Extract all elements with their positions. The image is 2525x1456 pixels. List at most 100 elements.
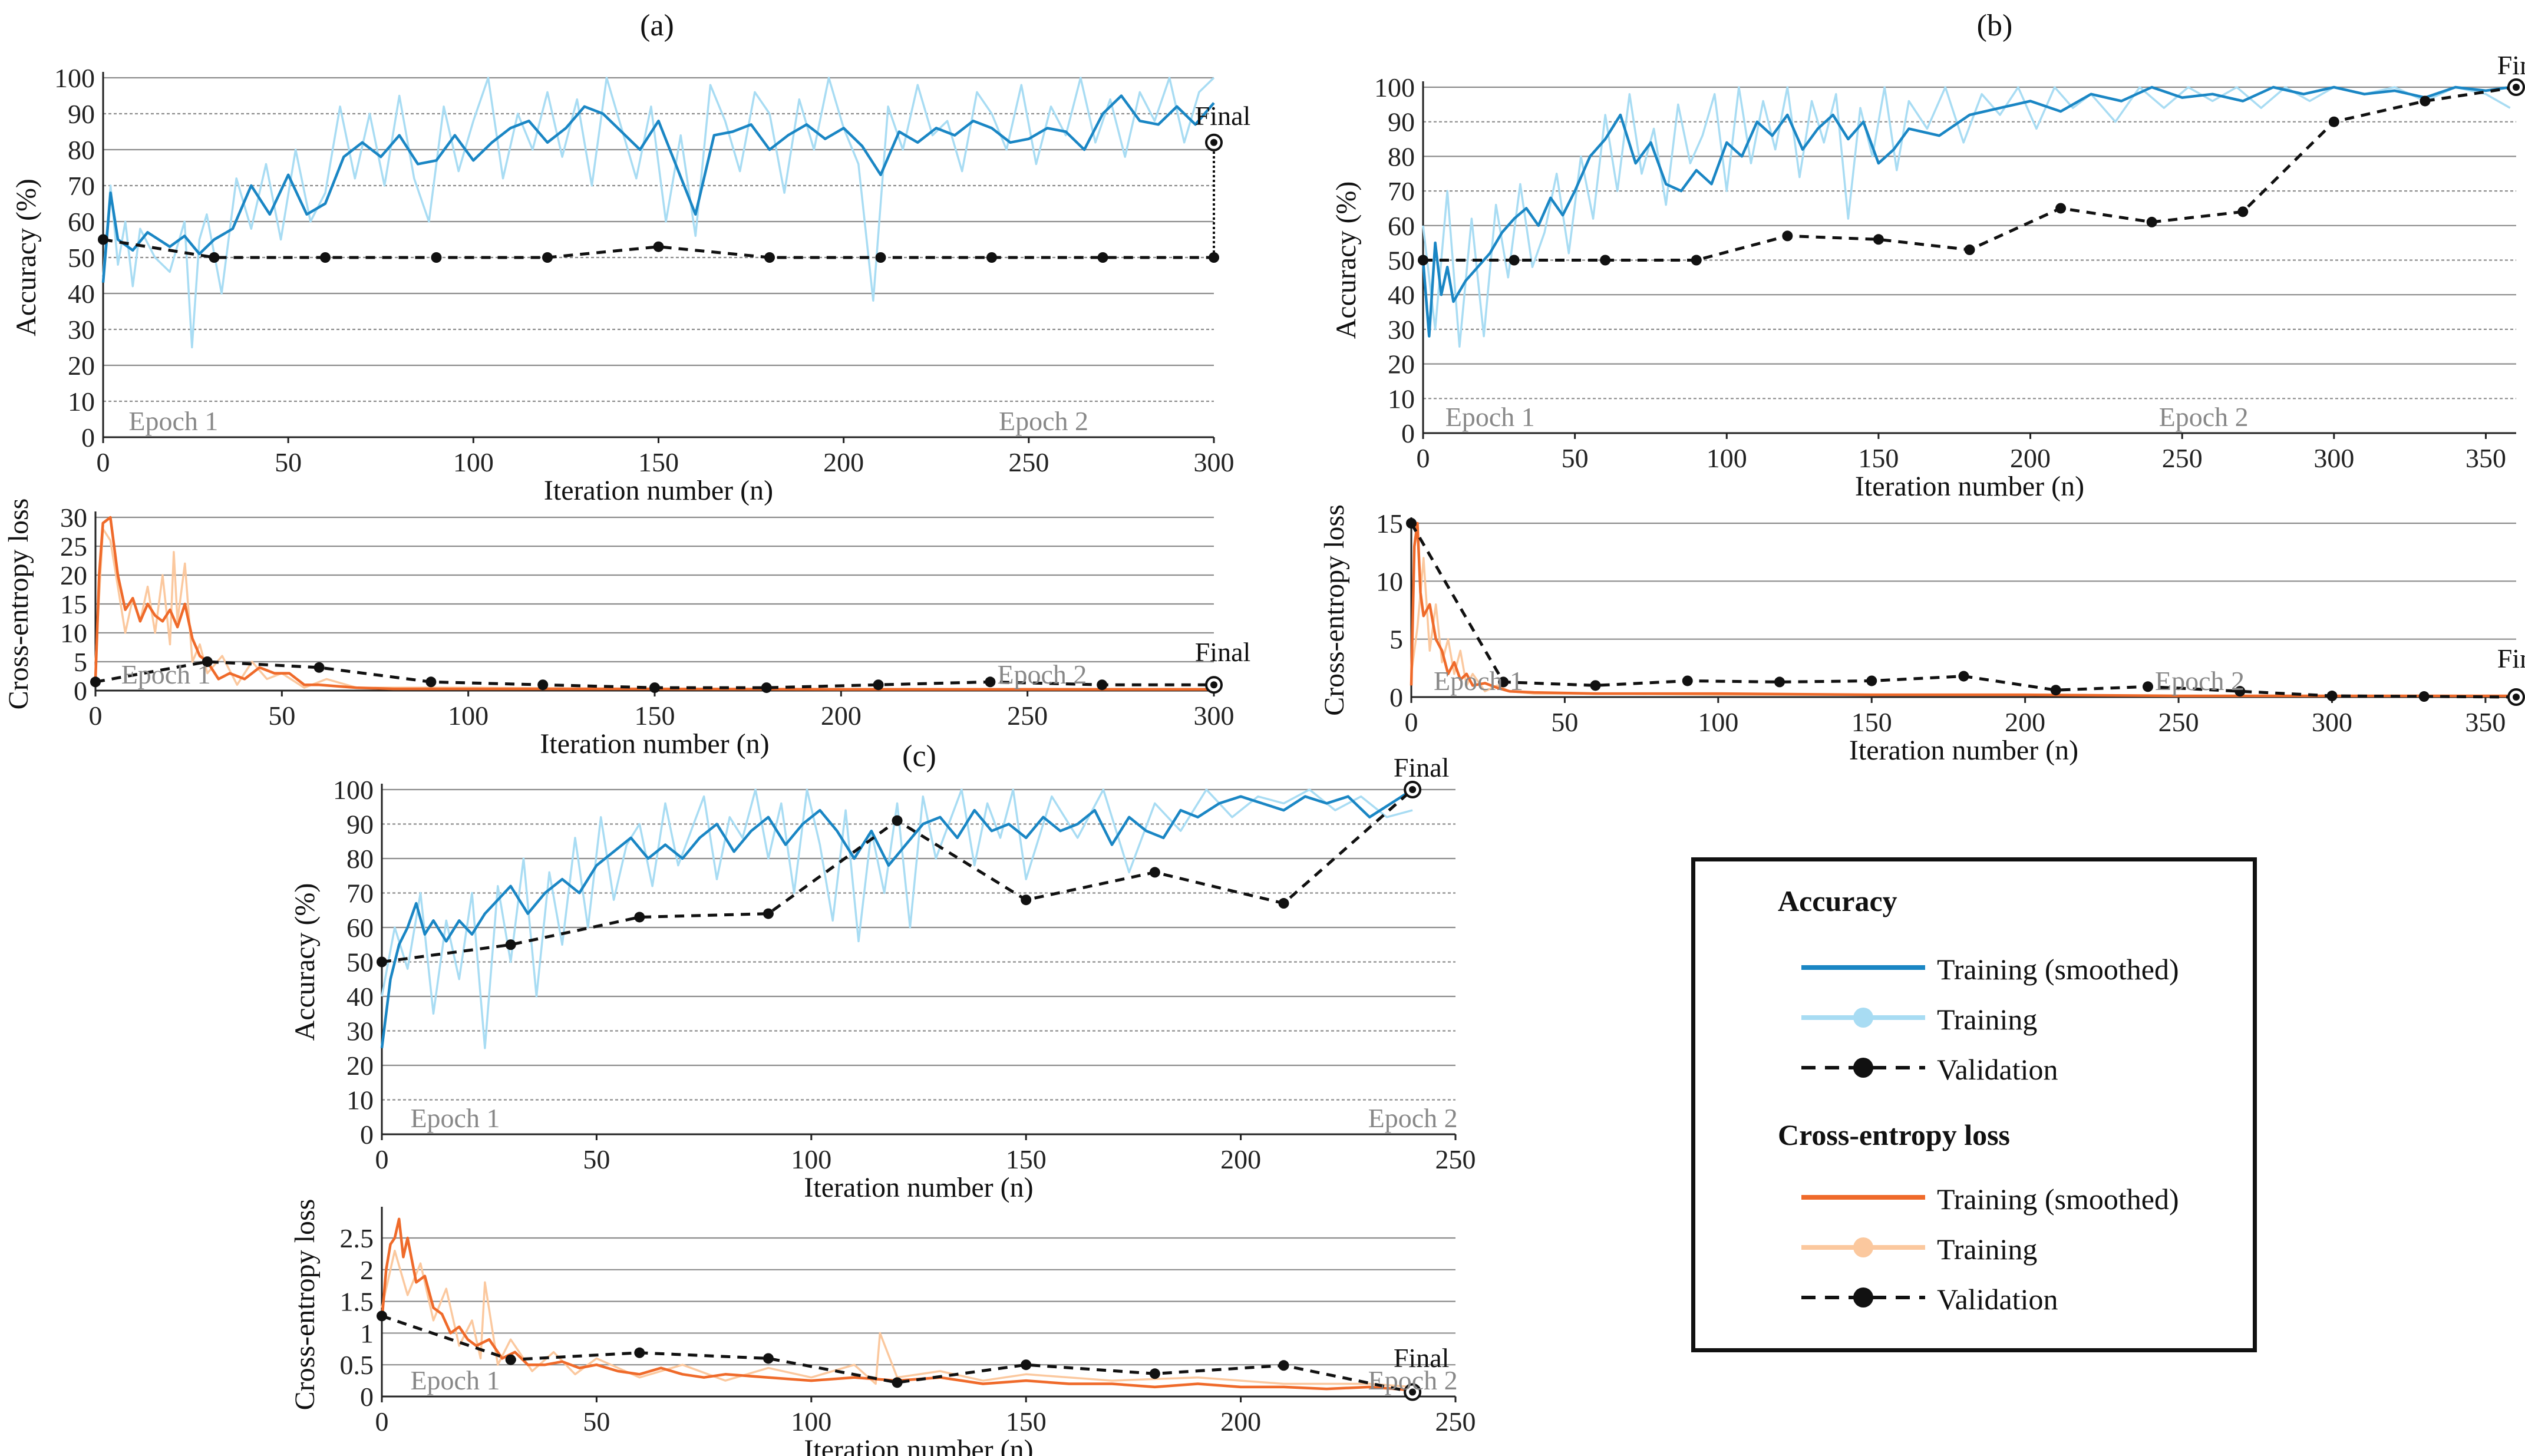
panel-b-accuracy-final-marker-dot — [2513, 84, 2520, 91]
panel-c-accuracy-ytick-label: 100 — [333, 775, 374, 805]
panel-c-accuracy-ytick-label: 0 — [360, 1120, 374, 1150]
panel-c-loss-series-loss-raw — [381, 1249, 1413, 1388]
panel-b-accuracy-validation-point — [1509, 255, 1520, 266]
panel-c-loss-ytick-label: 1.5 — [340, 1287, 374, 1317]
panel-c-loss-validation-point — [505, 1354, 516, 1365]
panel-b-loss-validation-point — [2326, 691, 2338, 702]
panel-a-loss-y-axis-title: Cross-entropy loss — [3, 498, 34, 710]
panel-c-accuracy-ytick-label: 90 — [346, 810, 374, 840]
panel-a-accuracy-annotation-epoch-1: Epoch 1 — [128, 406, 218, 436]
panel-a-loss-validation-point — [202, 656, 213, 667]
panel-a-accuracy-final-marker-dot — [1210, 138, 1217, 146]
legend-item-acc-training: Training — [1801, 1000, 2249, 1036]
panel-b-accuracy-validation-point — [2055, 203, 2067, 214]
panel-a-loss-xtick-label: 100 — [448, 701, 489, 731]
legend-item-loss-training: Training — [1801, 1230, 2249, 1266]
panel-b-accuracy-ytick-label: 40 — [1388, 280, 1415, 310]
panel-b-accuracy-ytick-label: 10 — [1388, 384, 1415, 414]
panel-a-accuracy-xtick-label: 0 — [97, 447, 110, 477]
panel-b-loss-xtick-label: 50 — [1551, 707, 1578, 737]
panel-b-accuracy-xtick-label: 0 — [1417, 443, 1430, 473]
panel-b-accuracy-ytick-label: 100 — [1374, 72, 1415, 103]
panel-a-loss-xtick-label: 0 — [89, 701, 103, 731]
legend-swatch-loss-smoothed — [1801, 1195, 1925, 1200]
panel-a-accuracy-validation-point — [764, 252, 775, 263]
panel-b-loss-ytick-label: 5 — [1389, 625, 1403, 655]
legend-accuracy-heading: Accuracy — [1778, 884, 1897, 917]
legend-swatch-loss-training — [1801, 1237, 1925, 1257]
panel-label-b: (b) — [1977, 9, 2013, 42]
panel-b-loss-validation-point — [1958, 671, 1969, 682]
panel-b-accuracy-y-axis-title: Accuracy (%) — [1331, 181, 1362, 339]
panel-c-accuracy-series-acc-raw — [381, 788, 1413, 1049]
panel-a-loss-xtick-label: 150 — [635, 701, 675, 731]
panel-b-accuracy-xtick-label: 350 — [2465, 443, 2506, 473]
panel-a-loss-validation-point — [1097, 679, 1108, 691]
panel-a-loss-x-axis-title: Iteration number (n) — [540, 728, 769, 760]
panel-c-accuracy-ytick-label: 10 — [346, 1085, 374, 1115]
legend-item-loss-validation: Validation — [1801, 1280, 2249, 1316]
panel-c-loss-validation-point — [634, 1347, 645, 1358]
panel-c-loss-validation-point — [1021, 1359, 1032, 1371]
panel-b-accuracy-series-validation — [1423, 85, 2517, 262]
panel-a-loss-ytick-label: 20 — [60, 560, 87, 590]
panel-b-accuracy-xtick-label: 100 — [1707, 443, 1747, 473]
panel-a-accuracy-xtick-label: 100 — [453, 447, 494, 477]
panel-c-accuracy-validation-point — [1278, 898, 1289, 909]
panel-c-loss-xtick-label: 200 — [1220, 1407, 1261, 1437]
panel-b-accuracy-ytick-label: 60 — [1388, 211, 1415, 241]
legend-label-acc-smoothed: Training (smoothed) — [1937, 953, 2179, 986]
panel-c-accuracy-annotation-epoch-2: Epoch 2 — [1368, 1103, 1458, 1133]
panel-b-loss-validation-point — [2143, 681, 2153, 692]
panel-b-accuracy-series-acc-smooth — [1421, 85, 2511, 338]
panel-c-accuracy-annotation-epoch-1: Epoch 1 — [410, 1103, 500, 1133]
panel-a-loss-xtick-label: 50 — [268, 701, 295, 731]
panel-b-accuracy-validation-point — [2328, 116, 2339, 127]
panel-b-loss-series-loss-smooth — [1410, 521, 2516, 698]
panel-a-loss-validation-point — [873, 679, 884, 691]
panel-b-accuracy-ytick-label: 70 — [1388, 176, 1415, 206]
panel-b-loss-ytick-label: 0 — [1389, 682, 1403, 712]
panel-b-loss-ytick-label: 10 — [1376, 566, 1403, 596]
panel-a-accuracy-ytick-label: 70 — [68, 171, 95, 201]
panel-a-loss-ytick-label: 0 — [74, 676, 87, 706]
panel-b-accuracy-validation-point — [1782, 230, 1793, 242]
panel-b-accuracy-validation-point — [2237, 206, 2249, 217]
panel-b-accuracy-annotation-epoch-2: Epoch 2 — [2159, 402, 2249, 432]
panel-a-loss-xtick-label: 300 — [1194, 701, 1235, 731]
panel-c-accuracy-y-axis-title: Accuracy (%) — [289, 883, 321, 1041]
panel-a-accuracy-xtick-label: 150 — [638, 447, 679, 477]
panel-b-loss-xtick-label: 100 — [1698, 707, 1738, 737]
panel-a-accuracy-xtick-label: 200 — [823, 447, 864, 477]
panel-a-accuracy-series-acc-raw — [102, 77, 1215, 349]
panel-c-loss-annotation-final: Final — [1394, 1343, 1450, 1373]
panel-a-loss-validation-point — [313, 662, 325, 673]
panel-b-loss-validation-point — [1774, 676, 1785, 688]
panel-a-accuracy-x-axis-title: Iteration number (n) — [544, 475, 773, 506]
panel-b-accuracy-ytick-label: 20 — [1388, 349, 1415, 379]
panel-c-accuracy-ytick-label: 20 — [346, 1051, 374, 1081]
panel-b-loss-final-marker-dot — [2513, 694, 2520, 701]
panel-b-loss-y-axis-title: Cross-entropy loss — [1319, 504, 1350, 716]
panel-a-loss-validation-point — [985, 676, 996, 688]
panel-c-loss-y-axis-title: Cross-entropy loss — [289, 1199, 321, 1411]
panel-c-accuracy-xtick-label: 150 — [1006, 1144, 1047, 1174]
panel-label-c: (c) — [902, 739, 936, 773]
panel-c-loss-xtick-label: 0 — [375, 1407, 389, 1437]
legend-item-acc-smoothed: Training (smoothed) — [1801, 950, 2249, 986]
panel-c-loss-validation-point — [377, 1310, 387, 1322]
panel-c-loss-ytick-label: 0 — [360, 1382, 374, 1412]
panel-b-loss-xtick-label: 150 — [1851, 707, 1892, 737]
panel-b-accuracy-xtick-label: 300 — [2313, 443, 2354, 473]
panel-a-loss-ytick-label: 30 — [60, 503, 87, 533]
panel-b-loss-annotation-final: Final — [2497, 643, 2525, 673]
legend-swatch-acc-validation — [1801, 1058, 1925, 1078]
panel-b-accuracy-validation-point — [1873, 234, 1884, 245]
panel-b-accuracy-series-acc-raw — [1422, 86, 2511, 348]
panel-c-accuracy-annotation-final: Final — [1394, 752, 1450, 783]
panel-b-loss-xtick-label: 0 — [1405, 707, 1418, 737]
panel-b-loss-validation-point — [1498, 676, 1509, 688]
panel-a-accuracy-ytick-label: 60 — [68, 207, 95, 237]
